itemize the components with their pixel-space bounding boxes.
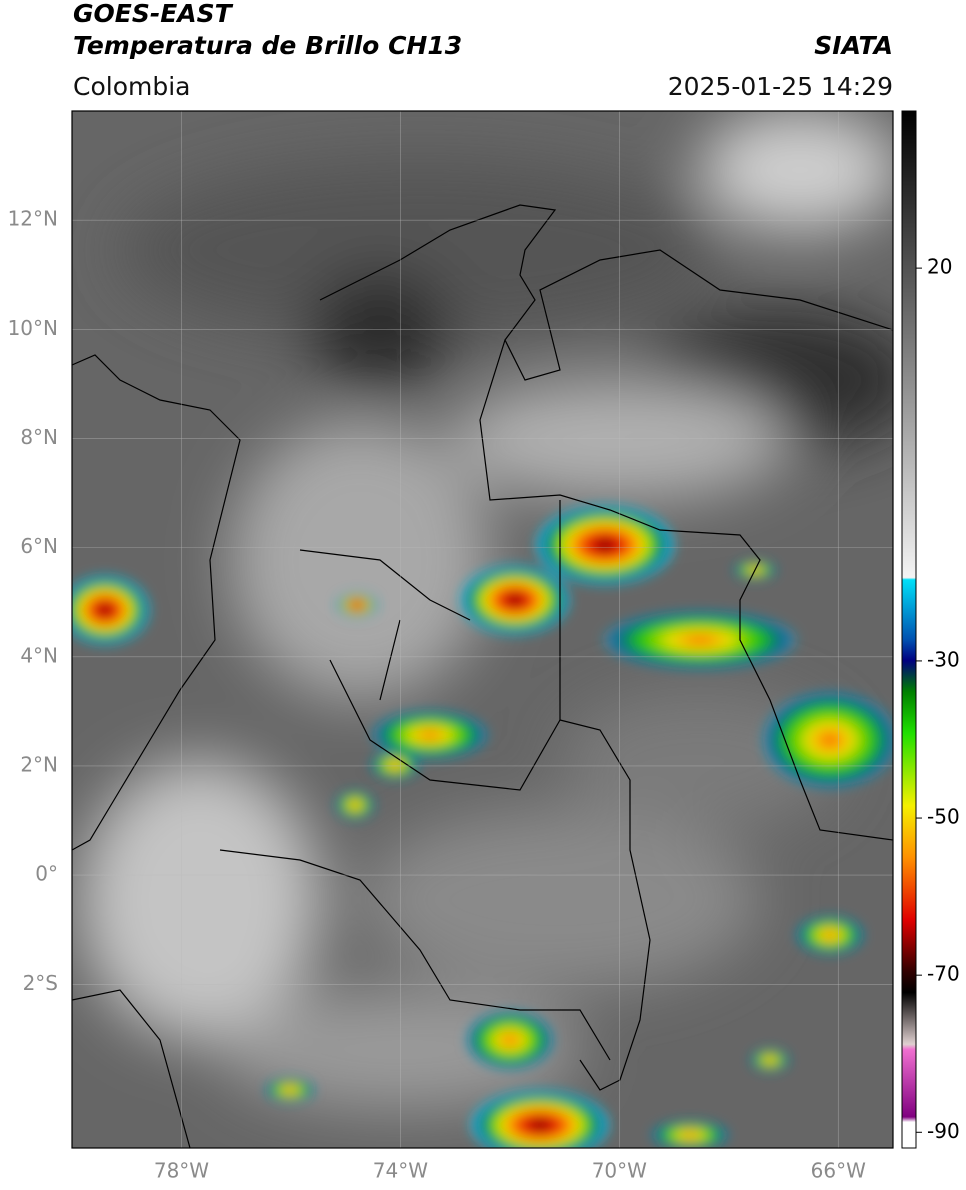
lon-tick-label: 66°W [811, 1159, 866, 1183]
product-title: Temperatura de Brillo CH13 [73, 31, 462, 60]
lon-tick-label: 78°W [154, 1159, 209, 1183]
lat-tick-label: 8°N [20, 425, 58, 449]
satellite-title: GOES-EAST [73, 0, 234, 28]
lon-tick-label: 70°W [592, 1159, 647, 1183]
source: SIATA [814, 31, 893, 60]
colorbar-tick-label: -50 [927, 805, 960, 829]
region: Colombia [73, 72, 190, 101]
lat-tick-label: 6°N [20, 534, 58, 558]
lat-tick-label: 2°S [23, 971, 58, 995]
lat-tick-label: 0° [35, 862, 58, 886]
map-frame [71, 110, 894, 1149]
lat-tick-label: 10°N [8, 316, 58, 340]
colorbar-tick-label: -30 [927, 647, 960, 671]
lon-tick-label: 74°W [373, 1159, 428, 1183]
colorbar-tick-label: 20 [927, 255, 952, 279]
lat-tick-label: 12°N [8, 207, 58, 231]
satellite-image [72, 111, 893, 1148]
lat-tick-label: 4°N [20, 643, 58, 667]
lat-tick-label: 2°N [20, 752, 58, 776]
colorbar [901, 110, 917, 1149]
graticule [72, 111, 893, 1148]
borders [72, 204, 893, 1148]
colorbar-tick-label: -70 [927, 962, 960, 986]
colorbar-tick-label: -90 [927, 1119, 960, 1143]
datetime: 2025-01-25 14:29 [668, 72, 893, 101]
